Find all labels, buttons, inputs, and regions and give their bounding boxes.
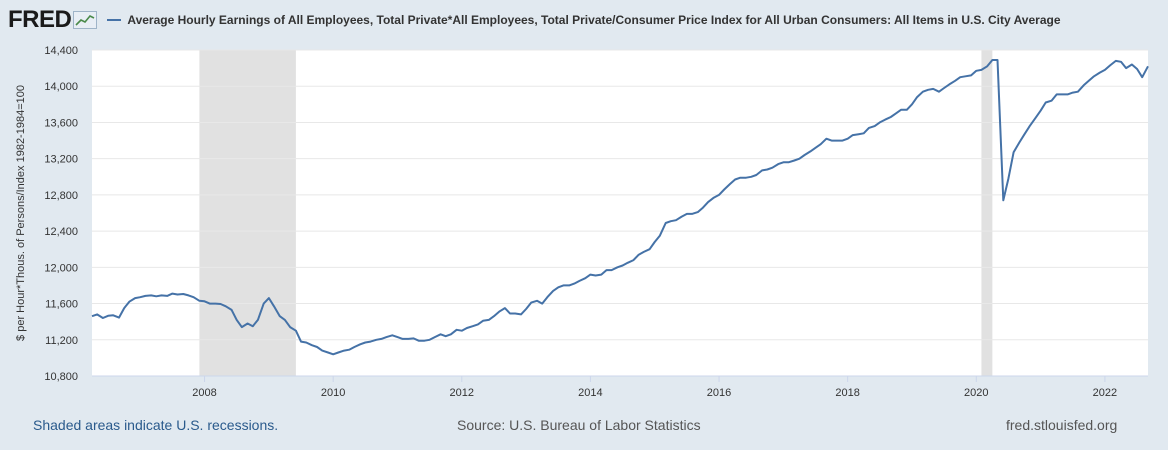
y-tick-label: 11,200 [45, 335, 78, 347]
series-layer [91, 59, 1149, 356]
recession-bands [199, 50, 993, 376]
x-tick-label: 2010 [321, 387, 345, 399]
legend-swatch [107, 19, 122, 21]
legend: Average Hourly Earnings of All Employees… [107, 13, 1061, 27]
x-tick-label: 2022 [1093, 387, 1117, 399]
chart-header: FRED Average Hourly Earnings of All Empl… [8, 6, 1061, 34]
y-tick-label: 11,600 [45, 299, 78, 311]
y-tick-label: 13,600 [44, 117, 78, 129]
line-chart[interactable]: 10,800 11,200 11,600 12,000 12,400 12,800 13,2… [0, 0, 1168, 410]
y-tick-label: 14,000 [44, 81, 78, 93]
y-tick-label: 10,800 [44, 371, 78, 383]
x-tick-label: 2020 [964, 387, 988, 399]
x-tick-label: 2014 [578, 387, 602, 399]
x-axis: 2008 2010 2012 2014 2016 2018 2020 2022 [92, 375, 1148, 399]
x-tick-label: 2018 [835, 387, 859, 399]
x-tick-label: 2008 [192, 387, 216, 399]
trend-graph-icon [73, 11, 98, 29]
y-axis: 10,800 11,200 11,600 12,000 12,400 12,800 13,2… [44, 45, 78, 383]
legend-label[interactable]: Average Hourly Earnings of All Employees… [127, 13, 1061, 27]
y-tick-label: 12,800 [44, 190, 78, 202]
y-tick-label: 14,400 [44, 45, 78, 57]
source-note: Source: U.S. Bureau of Labor Statistics [457, 417, 701, 433]
site-url[interactable]: fred.stlouisfed.org [1006, 417, 1118, 433]
x-tick-label: 2016 [707, 387, 731, 399]
y-axis-label: $ per Hour*Thous. of Persons/Index 1982-… [15, 85, 27, 341]
gridlines [92, 49, 1148, 377]
fred-logo[interactable]: FRED [8, 6, 98, 34]
recession-band [199, 50, 296, 376]
y-tick-label: 12,400 [44, 226, 78, 238]
x-tick-label: 2012 [450, 387, 474, 399]
y-tick-label: 12,000 [44, 262, 78, 274]
recession-note[interactable]: Shaded areas indicate U.S. recessions. [33, 417, 279, 433]
recession-band [981, 50, 993, 376]
series-line[interactable] [91, 59, 1149, 356]
y-tick-label: 13,200 [44, 154, 78, 166]
fred-logo-text: FRED [8, 6, 72, 33]
